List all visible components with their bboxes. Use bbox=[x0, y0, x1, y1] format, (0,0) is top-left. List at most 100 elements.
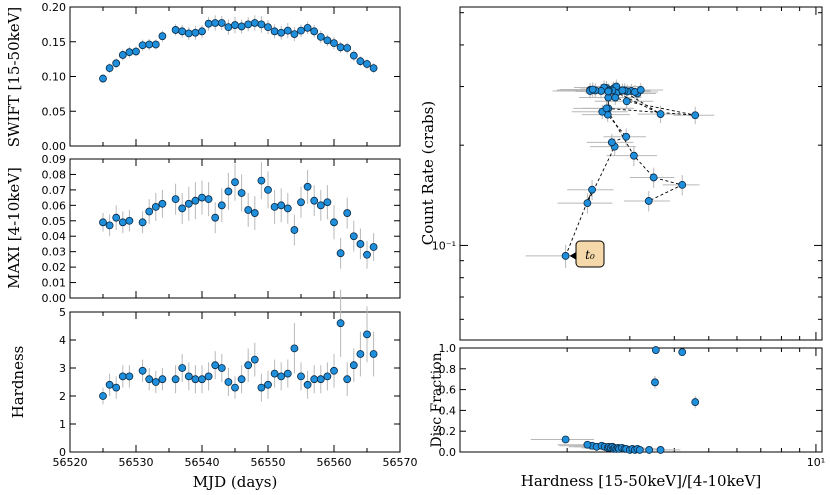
data-point bbox=[297, 198, 305, 207]
ytick-label: 0.10 bbox=[42, 71, 67, 84]
xtick-label: 56570 bbox=[383, 456, 418, 469]
data-point bbox=[198, 193, 206, 202]
data-point bbox=[151, 202, 160, 211]
data-point bbox=[132, 47, 140, 56]
data-point bbox=[224, 187, 233, 196]
data-point bbox=[349, 51, 358, 60]
data-point bbox=[184, 29, 193, 38]
data-point bbox=[257, 383, 266, 392]
ytick-label: 2 bbox=[59, 390, 66, 403]
data-point bbox=[635, 446, 644, 454]
data-point bbox=[561, 435, 570, 444]
data-point bbox=[343, 375, 352, 384]
data-point bbox=[204, 19, 213, 28]
ytick-label: 0.4 bbox=[439, 404, 457, 417]
data-point bbox=[336, 319, 345, 328]
xtick-label: 10¹ bbox=[807, 456, 825, 469]
data-point bbox=[290, 344, 299, 353]
data-point bbox=[270, 202, 279, 211]
data-point bbox=[138, 218, 147, 227]
data-point bbox=[310, 196, 319, 205]
xtick-label: 56540 bbox=[185, 456, 220, 469]
data-point bbox=[330, 366, 338, 375]
data-point bbox=[231, 383, 239, 392]
xtick-label: 56530 bbox=[119, 456, 154, 469]
data-point bbox=[158, 32, 167, 41]
data-point bbox=[588, 85, 597, 94]
data-point bbox=[277, 201, 286, 210]
data-point bbox=[636, 86, 645, 94]
data-point bbox=[607, 138, 616, 147]
ytick-label: 1.0 bbox=[439, 342, 457, 355]
ytick-label: 0.0 bbox=[439, 446, 457, 459]
data-point bbox=[217, 201, 226, 210]
data-point bbox=[211, 361, 220, 370]
ytick-label: 0.2 bbox=[439, 425, 457, 438]
data-point bbox=[290, 226, 299, 234]
data-point bbox=[649, 173, 658, 182]
data-point bbox=[264, 380, 272, 389]
data-point bbox=[323, 198, 332, 207]
data-point bbox=[118, 218, 127, 227]
data-point bbox=[217, 19, 226, 27]
ytick-label: 0.02 bbox=[42, 261, 67, 274]
data-point bbox=[290, 30, 299, 39]
data-point bbox=[270, 27, 279, 36]
swift-ylabel: SWIFT [15-50keV] bbox=[5, 7, 23, 148]
xtick-label: 56520 bbox=[53, 456, 88, 469]
data-point bbox=[336, 249, 345, 258]
data-point bbox=[270, 369, 279, 378]
data-point bbox=[125, 216, 134, 225]
ytick-label: 5 bbox=[59, 306, 66, 319]
data-point bbox=[604, 87, 613, 96]
data-point bbox=[112, 59, 121, 68]
data-point bbox=[145, 40, 154, 49]
ytick-label: 0.08 bbox=[42, 168, 67, 181]
data-point bbox=[105, 221, 114, 230]
annotation-text: t₀ bbox=[585, 248, 595, 262]
ytick-label: 0.07 bbox=[42, 184, 67, 197]
data-point bbox=[204, 195, 213, 204]
data-point bbox=[611, 93, 620, 102]
data-point bbox=[118, 372, 127, 381]
data-point bbox=[656, 110, 665, 118]
count-rate-ylabel: Count Rate (crabs) bbox=[419, 101, 437, 245]
data-point bbox=[257, 20, 266, 29]
data-point bbox=[244, 361, 253, 370]
data-point bbox=[297, 372, 305, 381]
data-point bbox=[224, 378, 233, 386]
maxi-ylabel: MAXI [4-10keV] bbox=[5, 167, 23, 289]
data-point bbox=[112, 383, 121, 392]
data-point bbox=[138, 41, 147, 50]
data-point bbox=[231, 21, 239, 29]
data-point bbox=[369, 350, 378, 358]
ytick-label: 0.09 bbox=[42, 153, 67, 166]
data-point bbox=[310, 27, 319, 36]
data-point bbox=[561, 252, 570, 260]
hardness-ylabel: Hardness bbox=[9, 346, 27, 419]
data-point bbox=[178, 204, 187, 213]
data-point bbox=[237, 375, 246, 384]
data-point bbox=[138, 366, 147, 375]
data-point bbox=[211, 19, 220, 27]
data-point bbox=[264, 23, 272, 32]
data-point bbox=[151, 40, 160, 49]
data-point bbox=[198, 27, 206, 36]
data-point bbox=[211, 213, 220, 222]
data-point bbox=[588, 185, 596, 194]
data-point bbox=[158, 375, 167, 384]
annotation-box bbox=[575, 240, 605, 268]
data-point bbox=[257, 176, 266, 185]
data-point bbox=[316, 32, 325, 41]
data-point bbox=[112, 213, 121, 222]
ytick-label: 0.01 bbox=[42, 277, 67, 290]
data-point bbox=[651, 378, 659, 387]
data-point bbox=[356, 240, 365, 248]
data-point bbox=[191, 375, 200, 384]
data-point bbox=[651, 346, 660, 354]
data-point bbox=[151, 378, 160, 386]
data-point bbox=[349, 361, 358, 370]
data-point bbox=[369, 64, 378, 73]
data-point bbox=[316, 201, 325, 210]
data-point bbox=[645, 446, 654, 454]
